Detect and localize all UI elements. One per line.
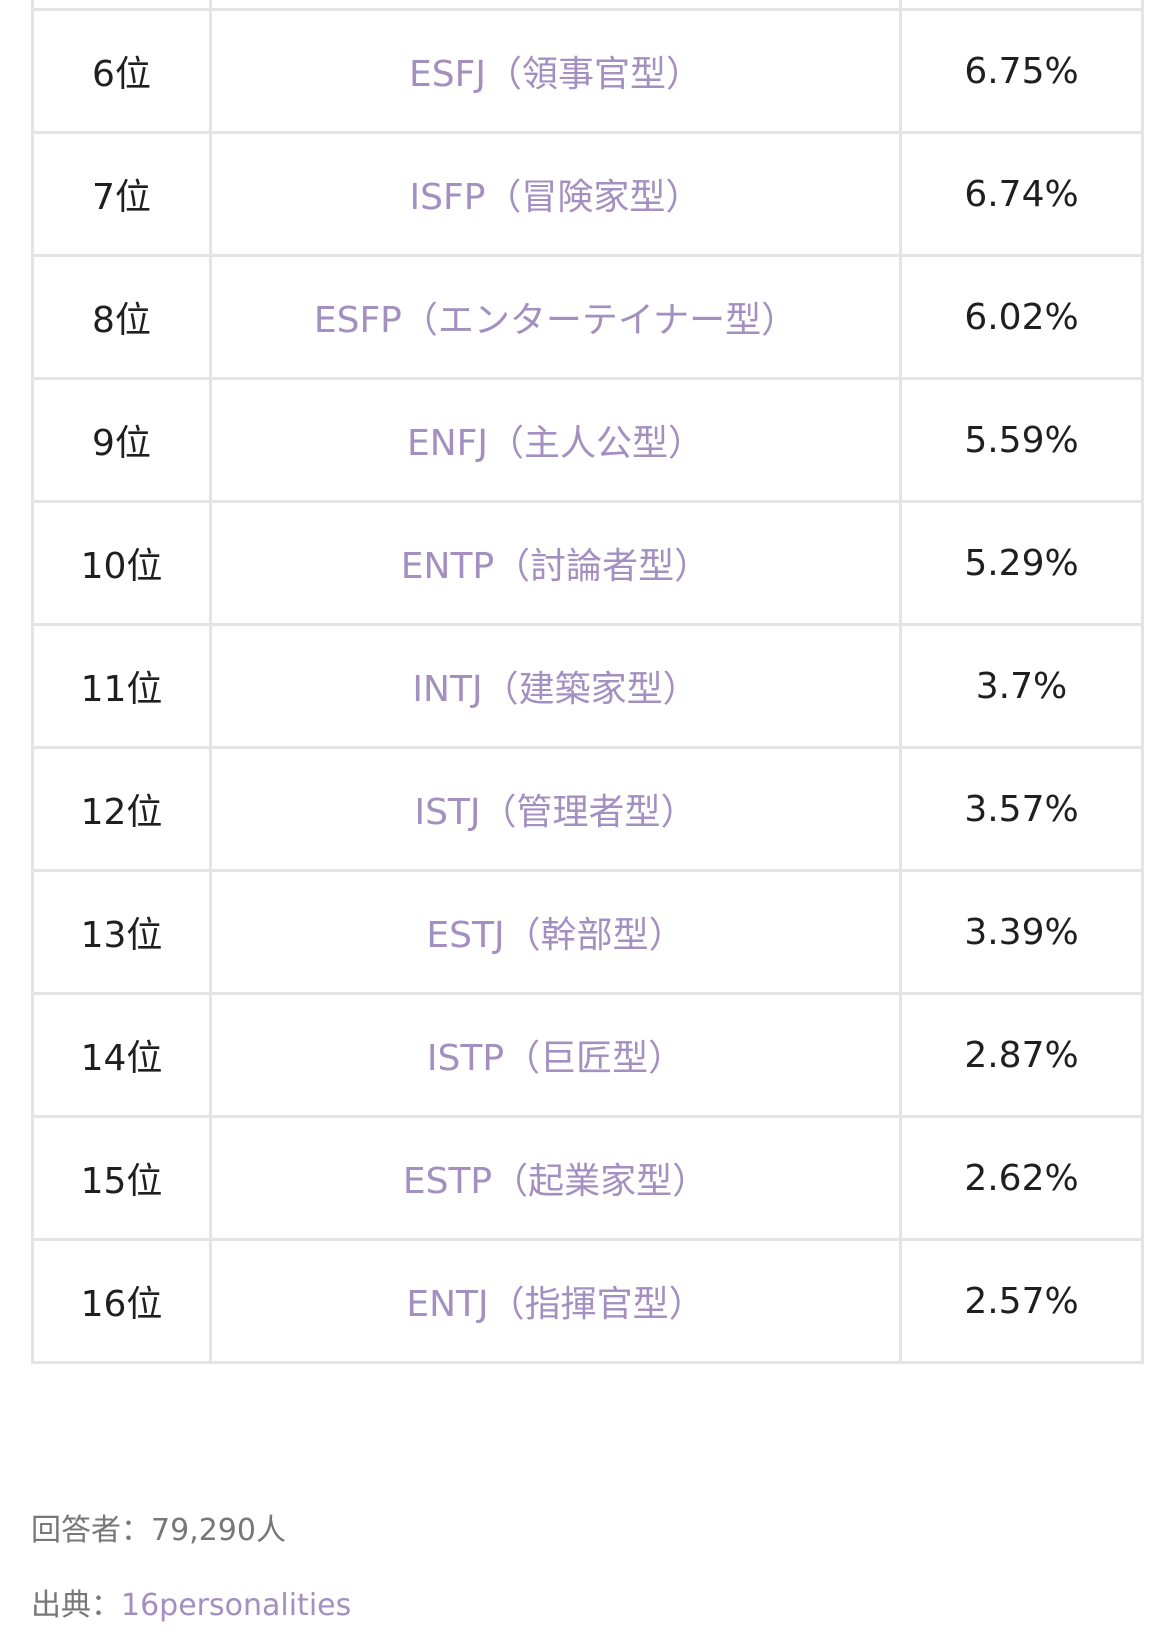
table-row: 7位 ISFP（冒険家型） 6.74% xyxy=(31,131,1144,257)
type-cell: ESTJ（幹部型） xyxy=(209,869,902,995)
table-row: 9位 ENFJ（主人公型） 5.59% xyxy=(31,377,1144,503)
respondents-line: 回答者：79,290人 xyxy=(31,1505,286,1549)
percent-cell: 2.87% xyxy=(899,992,1144,1118)
percent-cell: 6.74% xyxy=(899,131,1144,257)
rank-cell: 11位 xyxy=(31,623,212,749)
percent-cell: 2.62% xyxy=(899,1115,1144,1241)
type-cell: ENFJ（主人公型） xyxy=(209,377,902,503)
percent-cell: 3.7% xyxy=(899,623,1144,749)
rank-cell xyxy=(31,0,212,11)
rank-cell: 9位 xyxy=(31,377,212,503)
percent-cell: 2.57% xyxy=(899,1238,1144,1364)
table-row: 13位 ESTJ（幹部型） 3.39% xyxy=(31,869,1144,995)
type-cell: ESTP（起業家型） xyxy=(209,1115,902,1241)
source-label: 出典： xyxy=(31,1588,121,1623)
table-row: 6位 ESFJ（領事官型） 6.75% xyxy=(31,8,1144,134)
rank-cell: 6位 xyxy=(31,8,212,134)
table-row-partial xyxy=(31,0,1144,11)
respondents-value: 79,290人 xyxy=(151,1513,286,1548)
type-cell: ISTJ（管理者型） xyxy=(209,746,902,872)
percent-cell: 5.59% xyxy=(899,377,1144,503)
table-row: 15位 ESTP（起業家型） 2.62% xyxy=(31,1115,1144,1241)
ranking-table: 6位 ESFJ（領事官型） 6.75% 7位 ISFP（冒険家型） 6.74% 8位 ESFP… xyxy=(31,0,1144,1364)
type-cell: ISTP（巨匠型） xyxy=(209,992,902,1118)
type-cell: ENTJ（指揮官型） xyxy=(209,1238,902,1364)
rank-cell: 14位 xyxy=(31,992,212,1118)
percent-cell xyxy=(899,0,1144,11)
rank-cell: 7位 xyxy=(31,131,212,257)
respondents-label: 回答者： xyxy=(31,1513,151,1548)
type-cell xyxy=(209,0,902,11)
type-cell: ESFJ（領事官型） xyxy=(209,8,902,134)
type-cell: INTJ（建築家型） xyxy=(209,623,902,749)
type-cell: ISFP（冒険家型） xyxy=(209,131,902,257)
rank-cell: 12位 xyxy=(31,746,212,872)
percent-cell: 3.39% xyxy=(899,869,1144,995)
table-row: 10位 ENTP（討論者型） 5.29% xyxy=(31,500,1144,626)
rank-cell: 13位 xyxy=(31,869,212,995)
percent-cell: 3.57% xyxy=(899,746,1144,872)
rank-cell: 16位 xyxy=(31,1238,212,1364)
table-row: 14位 ISTP（巨匠型） 2.87% xyxy=(31,992,1144,1118)
rank-cell: 15位 xyxy=(31,1115,212,1241)
rank-cell: 8位 xyxy=(31,254,212,380)
percent-cell: 6.02% xyxy=(899,254,1144,380)
ranking-table-body: 6位 ESFJ（領事官型） 6.75% 7位 ISFP（冒険家型） 6.74% 8位 ESFP… xyxy=(31,0,1144,1364)
type-cell: ENTP（討論者型） xyxy=(209,500,902,626)
source-line: 出典：16personalities xyxy=(31,1580,351,1624)
rank-cell: 10位 xyxy=(31,500,212,626)
type-cell: ESFP（エンターテイナー型） xyxy=(209,254,902,380)
source-link[interactable]: 16personalities xyxy=(121,1588,352,1623)
table-row: 16位 ENTJ（指揮官型） 2.57% xyxy=(31,1238,1144,1364)
table-row: 12位 ISTJ（管理者型） 3.57% xyxy=(31,746,1144,872)
table-row: 11位 INTJ（建築家型） 3.7% xyxy=(31,623,1144,749)
ranking-table-container: 6位 ESFJ（領事官型） 6.75% 7位 ISFP（冒険家型） 6.74% 8位 ESFP… xyxy=(31,0,1144,1364)
percent-cell: 6.75% xyxy=(899,8,1144,134)
percent-cell: 5.29% xyxy=(899,500,1144,626)
table-row: 8位 ESFP（エンターテイナー型） 6.02% xyxy=(31,254,1144,380)
